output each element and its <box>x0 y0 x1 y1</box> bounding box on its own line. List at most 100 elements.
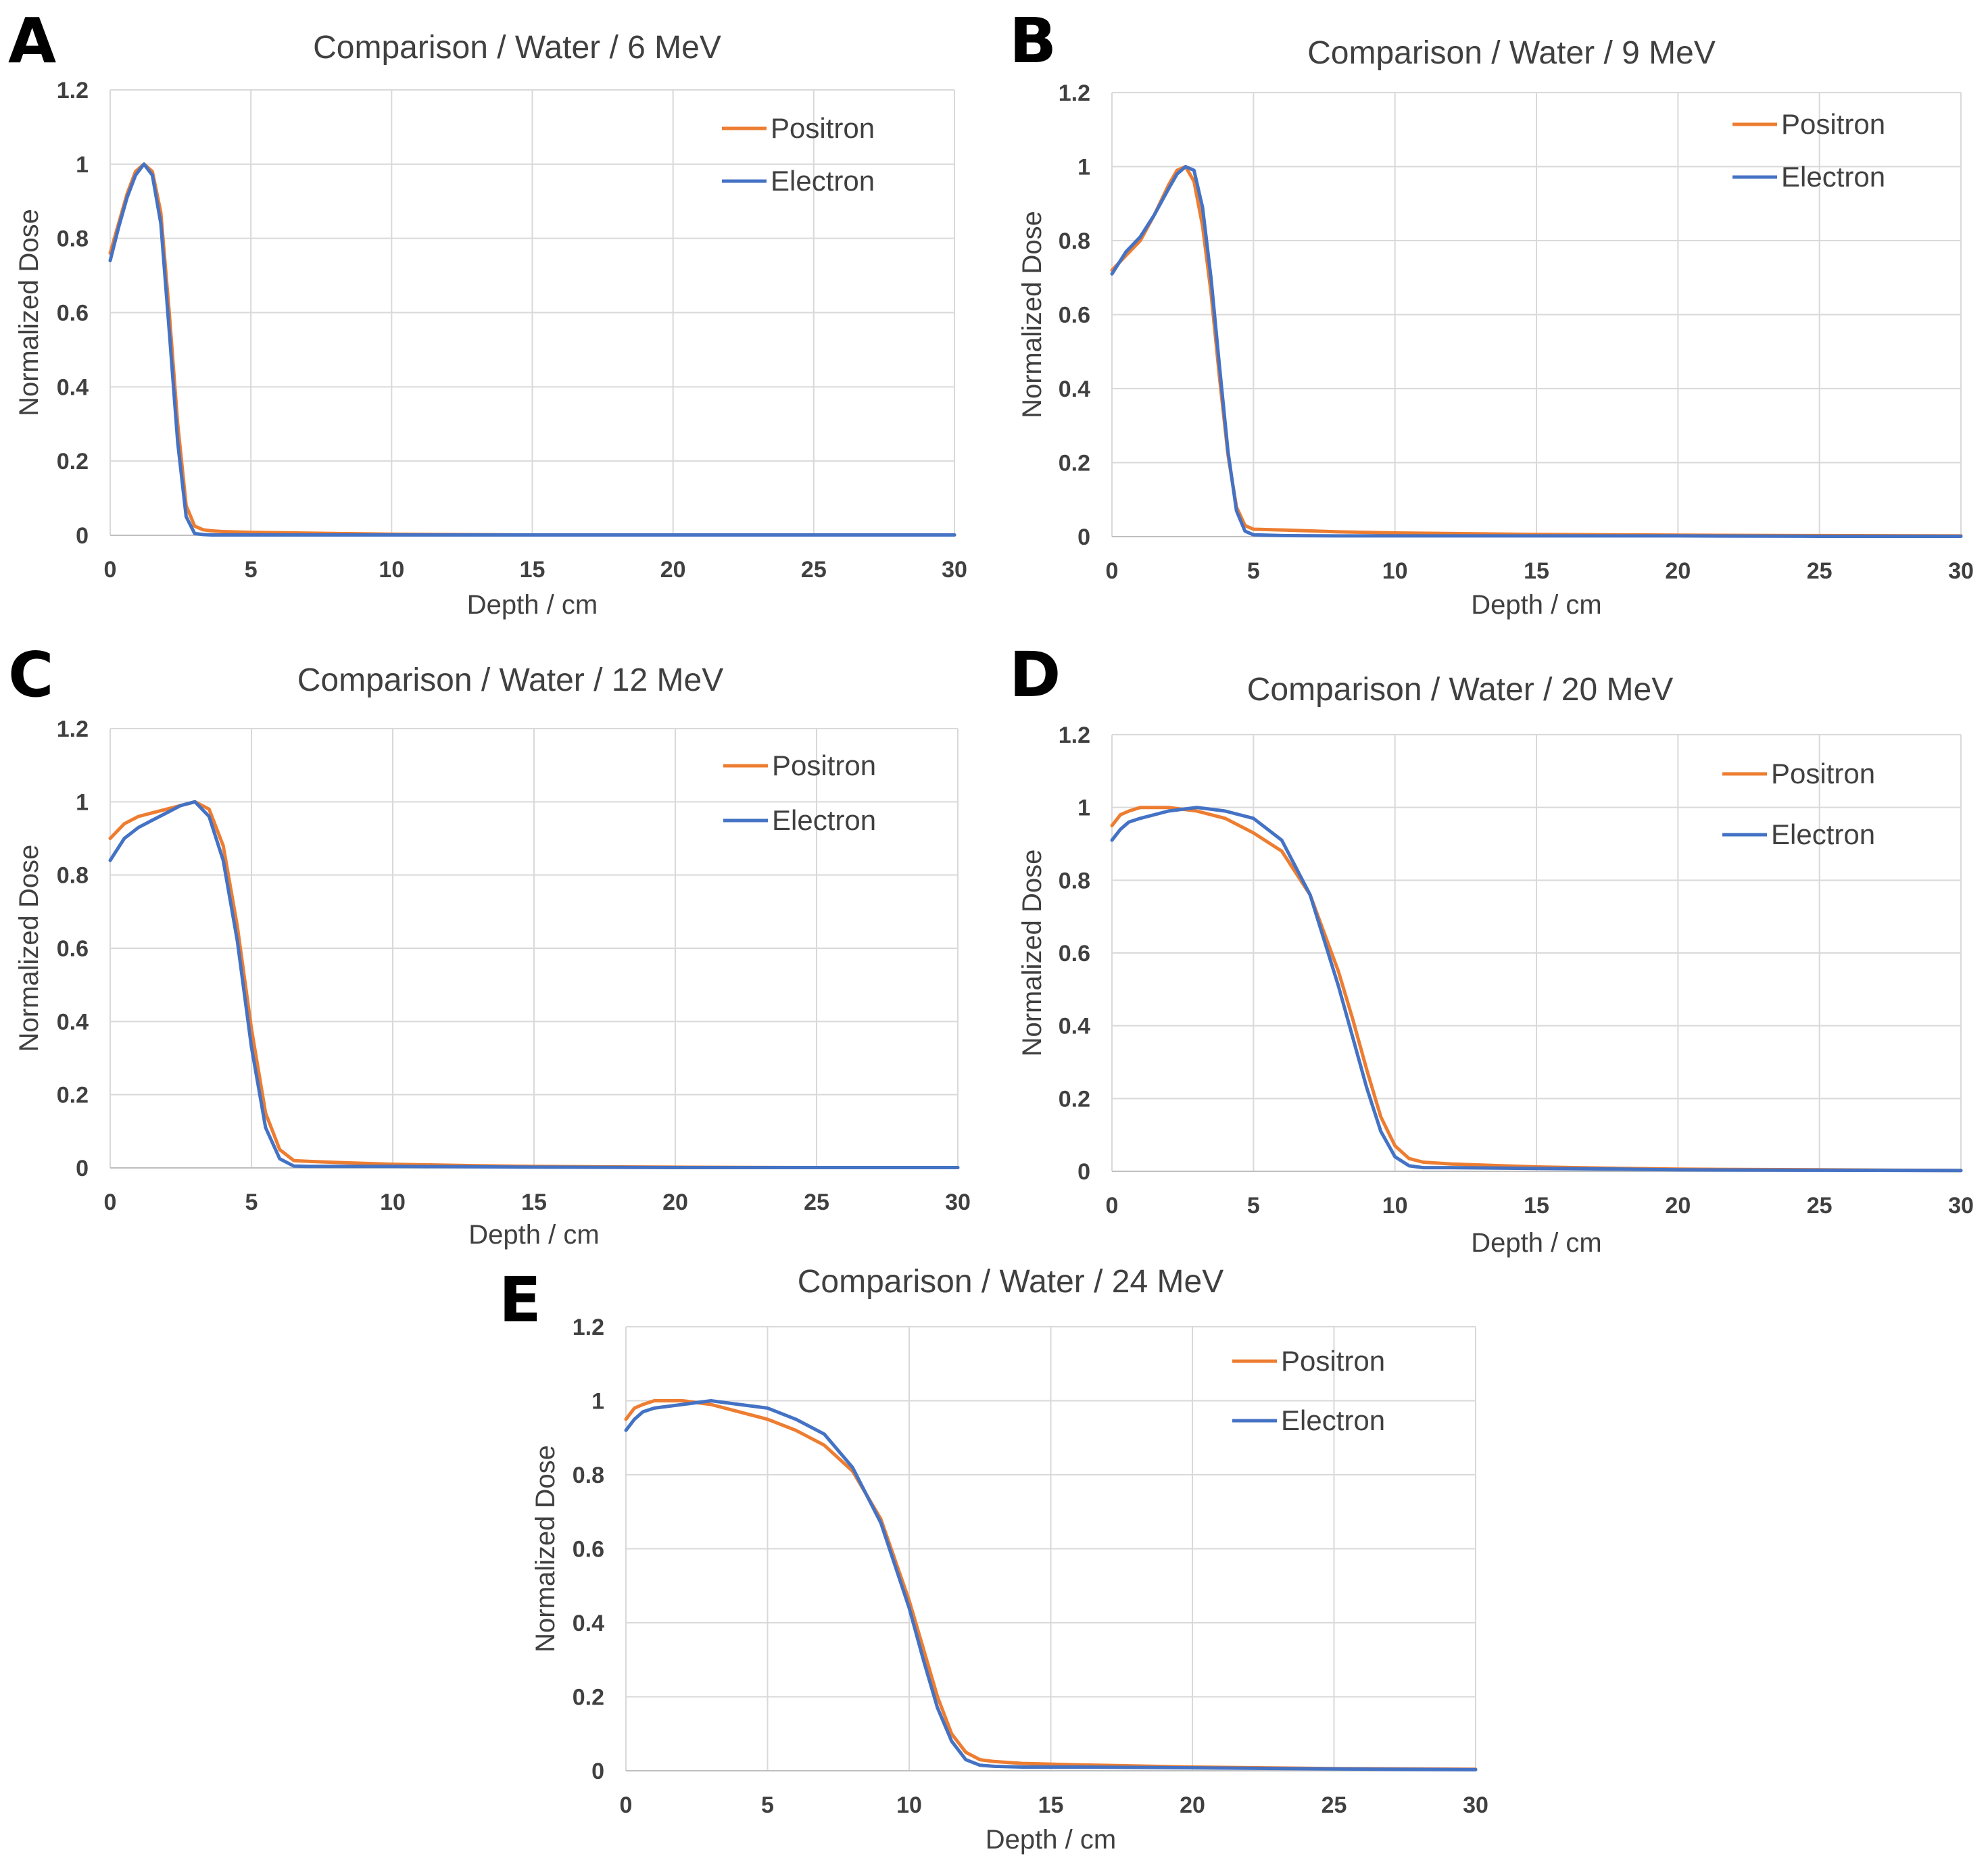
x-tick-label: 20 <box>662 1190 688 1215</box>
x-tick-label: 20 <box>1665 558 1691 584</box>
chart-panel-a: A Comparison / Water / 6 MeV 0 0.2 0.4 0.6 0.8… <box>8 5 967 620</box>
x-axis-label: Depth / cm <box>986 1825 1116 1855</box>
legend-label-positron: Positron <box>772 750 876 781</box>
x-tick-label: 20 <box>1180 1792 1205 1818</box>
series-line-positron <box>624 1399 1478 1771</box>
y-tick-label: 0.8 <box>57 226 89 252</box>
y-tick-label: 0.4 <box>1059 376 1090 402</box>
y-axis-label: Normalized Dose <box>1017 850 1047 1057</box>
y-tick-label: 0.8 <box>573 1463 604 1488</box>
series-line-electron <box>108 162 956 537</box>
x-tick-label: 10 <box>379 557 404 583</box>
y-tick-label: 0.6 <box>57 936 89 962</box>
y-tick-label: 1.2 <box>573 1315 604 1340</box>
panel-letter: D <box>1009 639 1061 711</box>
y-tick-label: 0.4 <box>57 1009 89 1035</box>
y-axis-label: Normalized Dose <box>14 845 44 1052</box>
chart-title: Comparison / Water / 12 MeV <box>297 662 723 698</box>
y-tick-label: 1 <box>76 789 89 815</box>
x-tick-label: 25 <box>1807 1193 1833 1219</box>
y-tick-label: 1 <box>591 1389 604 1415</box>
y-tick-label: 0 <box>1077 1159 1090 1185</box>
x-tick-label: 5 <box>245 557 258 583</box>
series-line-electron <box>1110 806 1963 1173</box>
y-tick-label: 1 <box>76 152 89 178</box>
chart-panel-c: C Comparison / Water / 12 MeV 0 0.2 0.4 0.6 0.… <box>8 639 971 1250</box>
y-tick-label: 0 <box>1077 524 1090 550</box>
series-line-electron <box>108 800 960 1169</box>
x-tick-label: 10 <box>896 1792 922 1818</box>
y-tick-label: 1.2 <box>57 78 89 103</box>
y-tick-label: 0.4 <box>573 1611 604 1636</box>
y-tick-label: 0 <box>76 523 89 549</box>
y-tick-label: 0.4 <box>1059 1014 1090 1039</box>
legend-label-electron: Electron <box>772 804 876 836</box>
legend-label-positron: Positron <box>1281 1345 1385 1377</box>
x-tick-label: 0 <box>1106 1193 1119 1219</box>
x-tick-label: 25 <box>1322 1792 1347 1818</box>
x-tick-label: 30 <box>1463 1792 1488 1818</box>
legend-label-positron: Positron <box>1781 108 1885 140</box>
legend-label-electron: Electron <box>1281 1404 1385 1436</box>
chart-panel-e: E Comparison / Water / 24 MeV 0 0.2 0.4 0.6 0.… <box>499 1264 1488 1855</box>
x-tick-label: 5 <box>1247 558 1260 584</box>
chart-panel-d: D Comparison / Water / 20 MeV 0 0.2 0.4 0.6 0.… <box>1009 639 1974 1258</box>
x-tick-label: 0 <box>620 1792 633 1818</box>
x-tick-label: 20 <box>660 557 686 583</box>
x-tick-label: 10 <box>380 1190 406 1215</box>
panel-letter: A <box>8 5 56 77</box>
x-tick-label: 0 <box>1106 558 1119 584</box>
chart-title: Comparison / Water / 6 MeV <box>313 30 721 66</box>
x-axis-label: Depth / cm <box>1471 590 1601 620</box>
series-line-electron <box>1110 165 1963 538</box>
y-tick-label: 1 <box>1077 796 1090 821</box>
y-tick-label: 0.6 <box>1059 941 1090 966</box>
series-line-electron <box>624 1399 1478 1771</box>
y-tick-label: 0.2 <box>57 1083 89 1108</box>
x-axis-label: Depth / cm <box>1471 1228 1601 1258</box>
legend-label-positron: Positron <box>1771 758 1875 789</box>
y-axis-label: Normalized Dose <box>531 1445 560 1653</box>
x-tick-label: 20 <box>1665 1193 1691 1219</box>
x-tick-label: 25 <box>801 557 827 583</box>
y-tick-label: 0.2 <box>1059 451 1090 476</box>
legend-label-electron: Electron <box>771 165 875 197</box>
y-tick-label: 0.8 <box>57 863 89 889</box>
y-tick-label: 0 <box>591 1759 604 1784</box>
y-axis-label: Normalized Dose <box>1017 211 1047 418</box>
x-tick-label: 10 <box>1382 1193 1408 1219</box>
y-tick-label: 0.6 <box>1059 303 1090 328</box>
x-tick-label: 30 <box>1948 558 1974 584</box>
y-tick-label: 1 <box>1077 155 1090 180</box>
x-tick-label: 25 <box>804 1190 829 1215</box>
panel-letter: C <box>8 639 54 711</box>
y-tick-label: 1.2 <box>1059 723 1090 748</box>
y-tick-label: 0.8 <box>1059 868 1090 894</box>
x-tick-label: 10 <box>1382 558 1408 584</box>
legend-label-electron: Electron <box>1771 818 1875 850</box>
panel-letter: E <box>499 1264 541 1336</box>
y-tick-label: 0.6 <box>57 301 89 326</box>
y-tick-label: 0.8 <box>1059 228 1090 254</box>
x-tick-label: 0 <box>104 1190 117 1215</box>
y-axis-label: Normalized Dose <box>14 209 44 416</box>
chart-title: Comparison / Water / 20 MeV <box>1247 672 1673 708</box>
y-tick-label: 0.2 <box>573 1685 604 1711</box>
x-tick-label: 5 <box>245 1190 258 1215</box>
y-tick-label: 0.2 <box>1059 1086 1090 1112</box>
chart-title: Comparison / Water / 24 MeV <box>798 1264 1223 1300</box>
y-tick-label: 0 <box>76 1156 89 1181</box>
x-tick-label: 15 <box>1524 558 1549 584</box>
x-tick-label: 30 <box>942 557 967 583</box>
x-tick-label: 15 <box>521 1190 547 1215</box>
x-tick-label: 30 <box>1948 1193 1974 1219</box>
x-axis-label: Depth / cm <box>468 1220 599 1250</box>
chart-title: Comparison / Water / 9 MeV <box>1307 35 1716 71</box>
legend-label-positron: Positron <box>771 112 875 144</box>
legend-label-electron: Electron <box>1781 161 1885 193</box>
chart-panel-b: B Comparison / Water / 9 MeV 0 0.2 0.4 0.6 0.8… <box>1009 5 1974 620</box>
y-tick-label: 1.2 <box>1059 80 1090 106</box>
x-tick-label: 15 <box>1524 1193 1549 1219</box>
panel-letter: B <box>1009 5 1057 77</box>
